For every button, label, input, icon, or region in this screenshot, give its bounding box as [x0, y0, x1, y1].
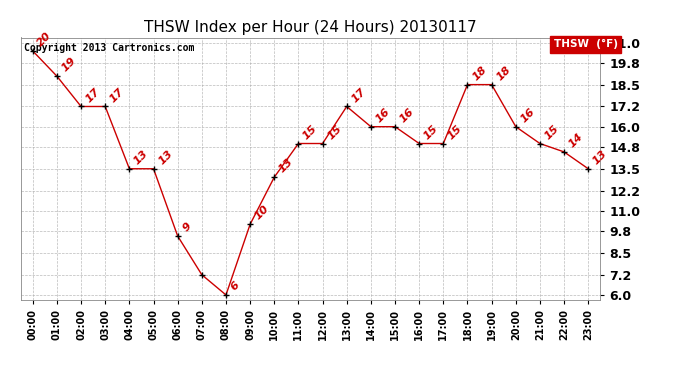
Text: 15: 15 — [326, 123, 344, 141]
Text: 13: 13 — [591, 148, 609, 166]
Text: 9: 9 — [181, 221, 193, 234]
Title: THSW Index per Hour (24 Hours) 20130117: THSW Index per Hour (24 Hours) 20130117 — [144, 20, 477, 35]
Text: 17: 17 — [84, 86, 102, 104]
Text: 15: 15 — [302, 123, 319, 141]
Text: 15: 15 — [422, 123, 440, 141]
Text: 13: 13 — [157, 148, 175, 166]
Text: 13: 13 — [277, 157, 295, 175]
Text: 15: 15 — [543, 123, 561, 141]
Text: 17: 17 — [350, 86, 368, 104]
Text: 6: 6 — [229, 280, 242, 292]
Text: 18: 18 — [495, 64, 513, 82]
Text: 18: 18 — [471, 64, 489, 82]
Text: 13: 13 — [132, 148, 150, 166]
Text: 15: 15 — [446, 123, 464, 141]
Text: 17: 17 — [108, 86, 126, 104]
Text: 16: 16 — [398, 106, 416, 124]
Text: 20: 20 — [36, 30, 54, 48]
Text: 16: 16 — [374, 106, 392, 124]
Text: THSW  (°F): THSW (°F) — [553, 39, 618, 50]
Text: 16: 16 — [519, 106, 537, 124]
Text: 10: 10 — [253, 204, 271, 222]
Text: 19: 19 — [60, 56, 78, 74]
Text: Copyright 2013 Cartronics.com: Copyright 2013 Cartronics.com — [23, 43, 194, 53]
Text: 14: 14 — [567, 131, 585, 149]
